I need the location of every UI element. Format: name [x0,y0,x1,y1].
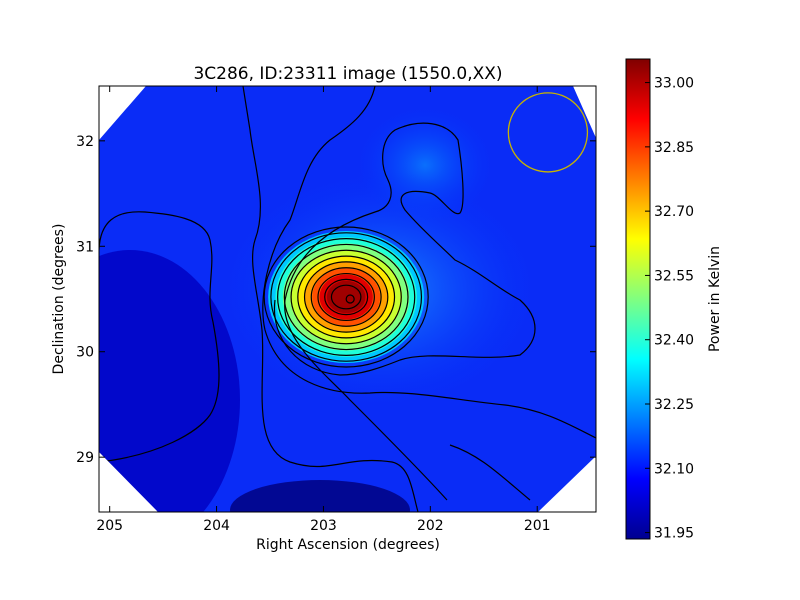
colorbar: 31.95 32.10 32.25 32.40 32.55 32.70 32.85 33.00… [625,58,723,542]
contour-ring [330,284,362,310]
heatmap-plot [99,86,596,512]
colorbar-tick-label: 32.70 [654,204,694,220]
y-tick-label: 31 [76,239,94,255]
x-axis-label: Right Ascension (degrees) [256,537,440,553]
y-tick-label: 30 [76,345,94,361]
plot-frame [98,85,597,513]
heatmap-corner-blank [573,86,596,138]
contour-ring [297,255,396,339]
contour-lines [99,86,596,512]
heatmap-corner-blank [99,452,158,512]
colorbar-gradient [625,58,651,540]
contour-ring [290,249,402,345]
contour-line [273,122,536,501]
contour-ring [283,243,409,351]
contour-ring [270,232,423,362]
y-tick-label: 32 [76,134,94,150]
colorbar-tick-label: 31.95 [654,526,694,542]
y-axis: 29 30 31 32 [76,134,596,466]
contour-ring [303,261,389,333]
y-tick-label: 29 [76,450,94,466]
contour-line [242,86,419,512]
contour-ring [310,267,382,327]
chart-title: 3C286, ID:23311 image (1550.0,XX) [193,64,502,84]
y-axis-label: Declination (degrees) [51,224,67,375]
contour-ring [317,272,375,322]
colorbar-ticks: 31.95 32.10 32.25 32.40 32.55 32.70 32.85 33.00 [645,76,694,542]
contour-line [99,211,220,463]
contour-rings [263,226,429,368]
colorbar-tick-label: 33.00 [654,76,694,92]
x-tick-label: 205 [96,518,123,534]
contour-line [262,86,596,439]
beam-circle [507,92,589,173]
contour-line [449,444,531,501]
contour-ring [324,278,369,316]
colorbar-tick-label: 32.55 [654,268,694,284]
colorbar-tick-label: 32.10 [654,461,694,477]
x-tick-label: 202 [417,518,444,534]
x-tick-label: 201 [524,518,551,534]
contour-ring [277,238,416,356]
x-tick-label: 204 [203,518,230,534]
heatmap-dark-region-bottom [230,480,410,512]
heatmap-dark-region-left [99,250,240,512]
colorbar-tick-label: 32.85 [654,140,694,156]
colorbar-label: Power in Kelvin [707,246,723,352]
contour-peak [345,294,355,304]
heatmap-corner-blank [99,86,146,140]
colorbar-tick-label: 32.25 [654,397,694,413]
x-tick-label: 203 [310,518,337,534]
heatmap-corner-blank [538,456,596,512]
contour-ring [263,226,429,368]
x-axis: 205 204 203 202 201 [96,86,551,534]
colorbar-tick-label: 32.40 [654,333,694,349]
